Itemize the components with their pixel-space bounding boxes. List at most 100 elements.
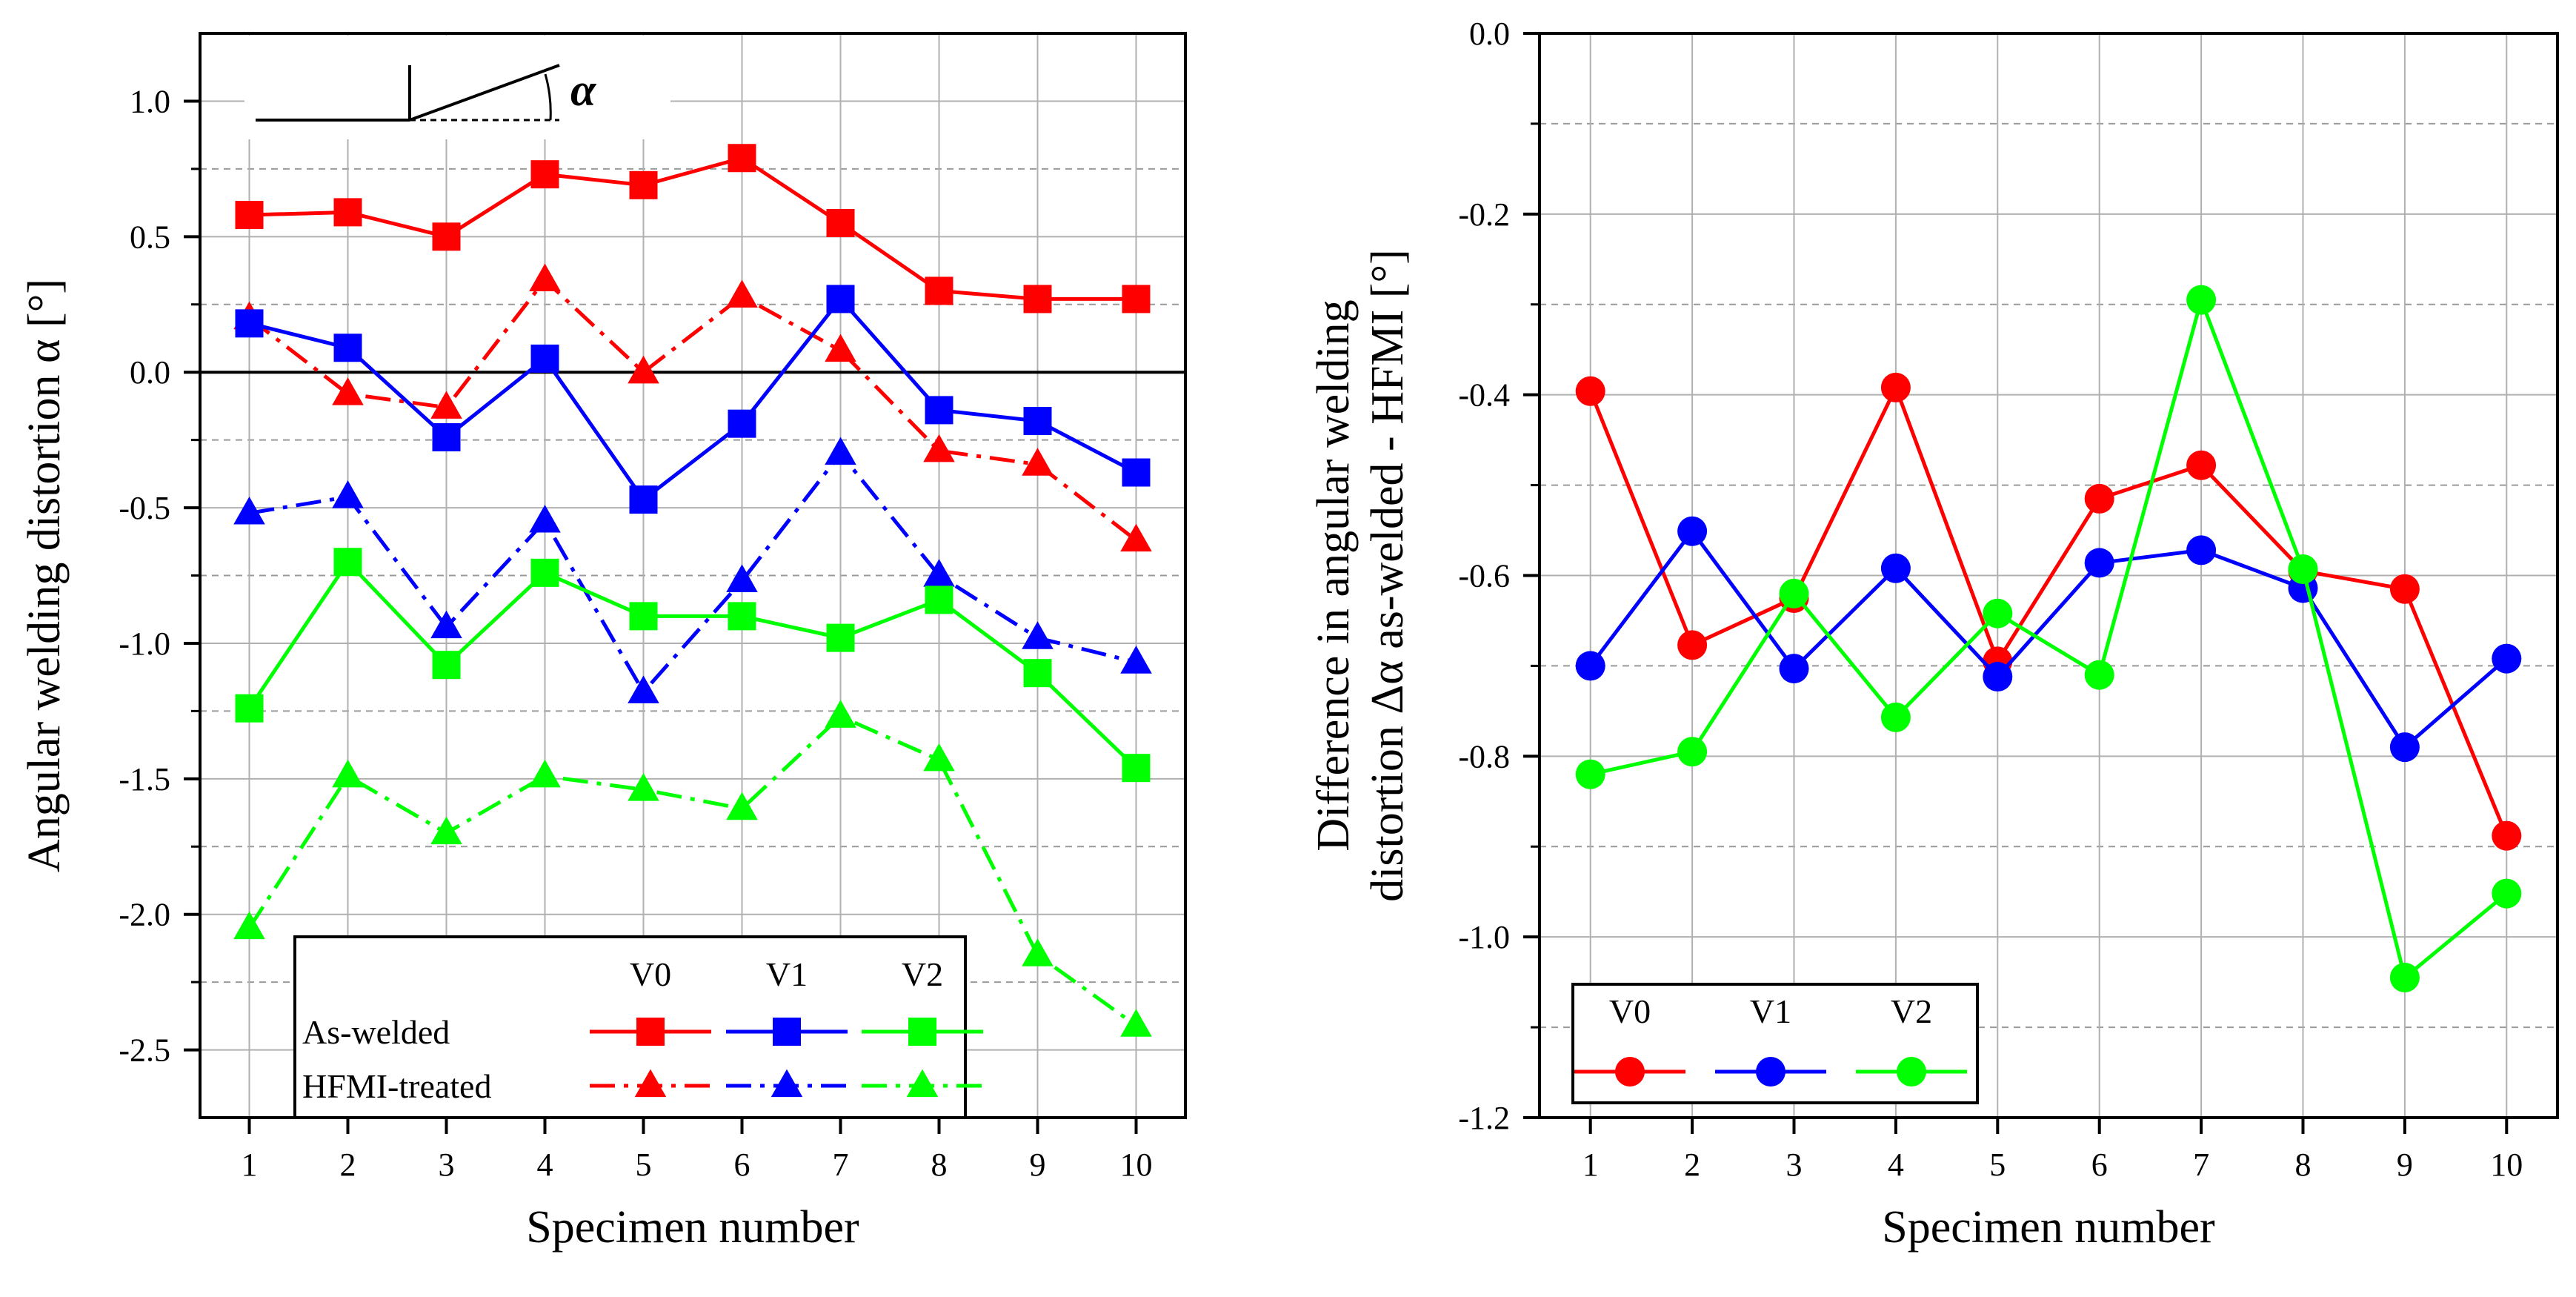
y-tick-label: -2.0 bbox=[119, 897, 170, 933]
series-line bbox=[247, 560, 1138, 769]
data-point bbox=[1022, 938, 1054, 966]
legend-marker bbox=[1756, 1057, 1785, 1087]
legend-column-header: V2 bbox=[902, 955, 943, 993]
legend: V0 V1 V2 As-welded HFMI-treated bbox=[293, 935, 983, 1119]
series-v1 bbox=[1575, 516, 2522, 763]
legend-marker bbox=[908, 1018, 936, 1046]
data-point bbox=[1022, 621, 1054, 649]
x-tick-label: 3 bbox=[439, 1147, 455, 1183]
data-point bbox=[726, 279, 758, 308]
data-point bbox=[925, 276, 953, 305]
y-axis-title: Angular welding distortion α [°] bbox=[19, 279, 70, 872]
data-point bbox=[333, 334, 362, 362]
data-point bbox=[826, 285, 855, 314]
angle-arc bbox=[544, 73, 552, 121]
data-point bbox=[2186, 535, 2217, 565]
data-point bbox=[235, 201, 264, 230]
series-line bbox=[249, 156, 1136, 301]
data-point bbox=[233, 911, 265, 940]
x-tick-label: 10 bbox=[2490, 1147, 2523, 1183]
data-point bbox=[629, 602, 658, 631]
y-tick-label: -1.0 bbox=[119, 626, 170, 662]
data-point bbox=[2389, 963, 2420, 993]
y-tick-label: -0.8 bbox=[1458, 738, 1510, 774]
data-point bbox=[332, 480, 364, 508]
data-point bbox=[332, 759, 364, 788]
legend-marker bbox=[1615, 1057, 1645, 1087]
series-line bbox=[248, 296, 1137, 502]
data-point bbox=[825, 334, 856, 362]
data-point bbox=[432, 651, 461, 680]
legend-marker bbox=[906, 1069, 939, 1098]
data-point bbox=[825, 437, 856, 465]
series-line bbox=[247, 278, 1138, 542]
data-point bbox=[235, 309, 264, 338]
chart-right: 0.0 -0.2 -0.4 -0.6 -0.8 -1.0 -1.2 1 2 3 4 5 6 7 8 9 10 Sp… bbox=[1308, 16, 2559, 1253]
x-tick-label: 1 bbox=[242, 1147, 258, 1183]
legend-row-label: As-welded bbox=[302, 1013, 450, 1051]
data-point bbox=[2492, 878, 2522, 909]
x-tick-label: 9 bbox=[1030, 1147, 1046, 1183]
legend-marker bbox=[636, 1018, 665, 1046]
distorted-plate-line bbox=[409, 64, 560, 122]
data-point bbox=[432, 222, 461, 251]
x-tick-label: 6 bbox=[2091, 1147, 2108, 1183]
series-v1-hfmi-treated bbox=[233, 437, 1152, 703]
data-point bbox=[1880, 553, 1911, 583]
data-point bbox=[1983, 598, 2013, 628]
data-point bbox=[1120, 1009, 1152, 1037]
data-point bbox=[826, 623, 855, 652]
data-point bbox=[2186, 450, 2217, 480]
data-point bbox=[1983, 662, 2013, 692]
data-point bbox=[430, 610, 462, 639]
data-point bbox=[530, 160, 559, 189]
x-tick-label: 5 bbox=[636, 1147, 652, 1183]
y-tick-label: -0.2 bbox=[1458, 196, 1510, 233]
legend-marker bbox=[771, 1069, 803, 1098]
data-point bbox=[529, 504, 561, 533]
y-tick-label: -2.5 bbox=[119, 1032, 170, 1069]
x-tick-label: 1 bbox=[1582, 1147, 1599, 1183]
data-point bbox=[1575, 376, 1605, 406]
y-axis-title-line1: Difference in angular welding bbox=[1308, 299, 1359, 851]
data-point bbox=[2084, 548, 2114, 578]
legend: V0 V1 V2 bbox=[1571, 983, 1979, 1104]
data-point bbox=[629, 170, 658, 199]
chart-left: 1.0 0.5 0.0 -0.5 -1.0 -1.5 -2.0 -2.5 1 2 3 4 5 6 7 8 9 10… bbox=[19, 32, 1187, 1253]
x-tick-label: 5 bbox=[1989, 1147, 2006, 1183]
data-point bbox=[1120, 646, 1152, 674]
series-line bbox=[1590, 298, 2508, 980]
data-point bbox=[430, 816, 462, 845]
data-point bbox=[825, 700, 856, 728]
data-point bbox=[2492, 820, 2522, 851]
data-point bbox=[629, 485, 658, 514]
data-point bbox=[235, 694, 264, 723]
series-v1-as-welded bbox=[235, 285, 1151, 514]
data-point bbox=[726, 564, 758, 592]
data-point bbox=[1880, 372, 1911, 402]
data-point bbox=[628, 355, 659, 384]
series-v2-as-welded bbox=[235, 548, 1151, 783]
legend-column-header: V1 bbox=[1750, 992, 1791, 1030]
data-point bbox=[728, 144, 756, 173]
data-point bbox=[923, 559, 955, 587]
data-point bbox=[1575, 759, 1605, 789]
data-point bbox=[1677, 630, 1708, 660]
legend-column-header: V2 bbox=[1891, 992, 1932, 1030]
data-point bbox=[1122, 458, 1151, 487]
data-point bbox=[923, 743, 955, 772]
series-v2-hfmi-treated bbox=[233, 700, 1152, 1037]
data-point bbox=[1677, 516, 1708, 546]
data-point bbox=[1779, 578, 1809, 608]
x-tick-label: 10 bbox=[1120, 1147, 1153, 1183]
data-point bbox=[530, 344, 559, 373]
data-point bbox=[2288, 554, 2318, 584]
angle-sketch-background bbox=[244, 36, 670, 139]
data-point bbox=[529, 263, 561, 291]
y-axis-title-line2: distortion Δα as-welded - HFMI [°] bbox=[1362, 249, 1413, 902]
series-line bbox=[1588, 529, 2508, 749]
x-tick-label: 6 bbox=[734, 1147, 750, 1183]
y-tick-label: -1.5 bbox=[119, 761, 170, 797]
data-point bbox=[728, 602, 756, 631]
